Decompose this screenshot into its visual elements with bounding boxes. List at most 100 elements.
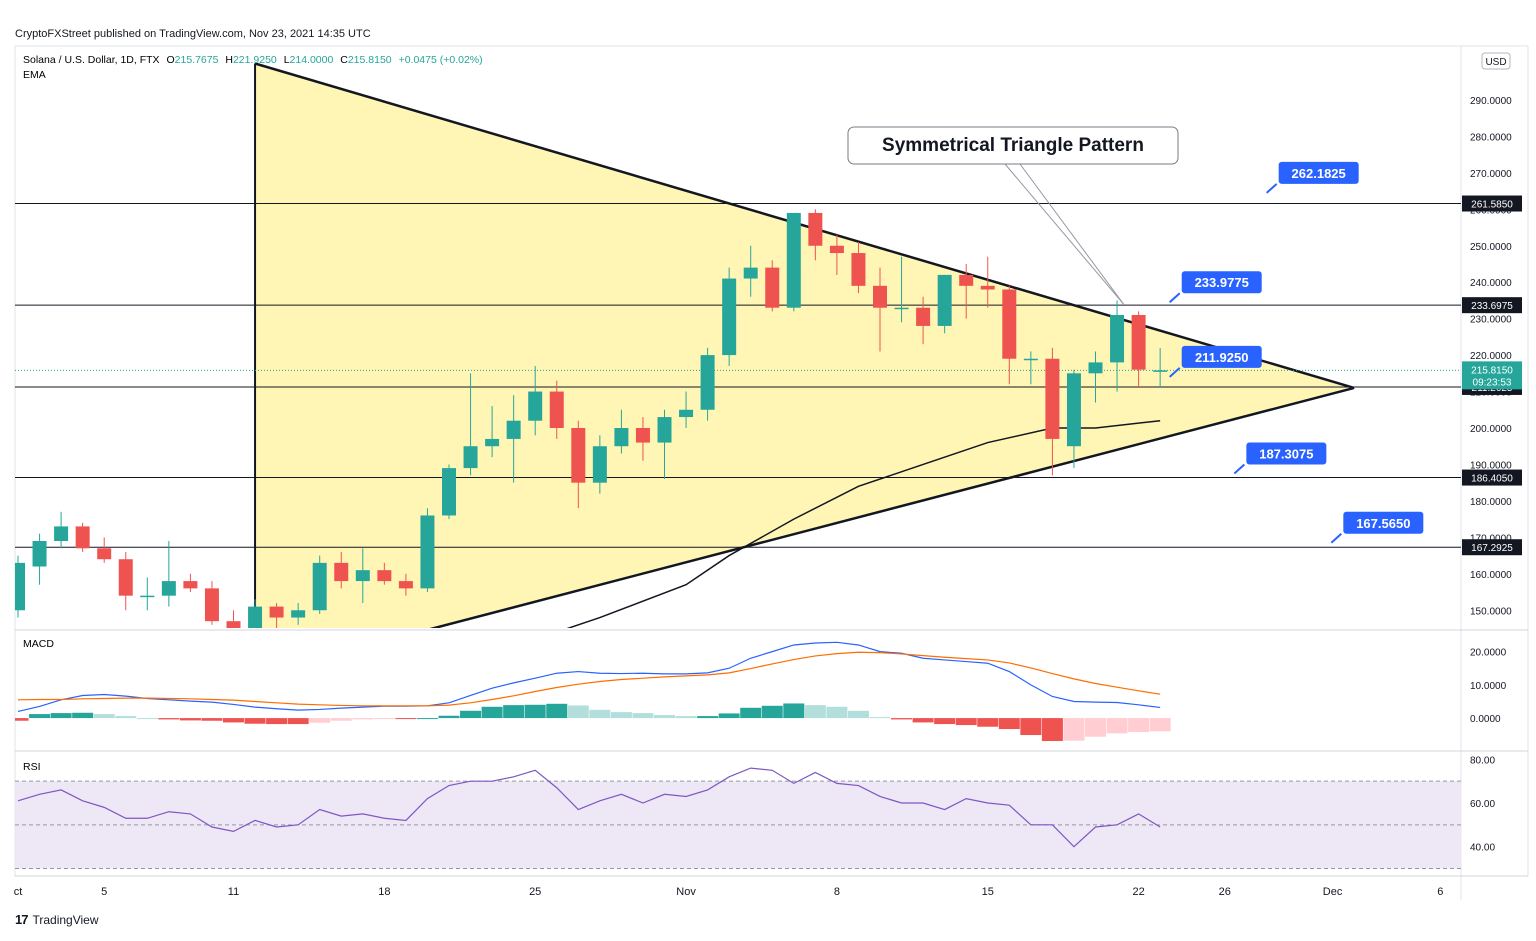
macd-pane[interactable] <box>8 641 1171 742</box>
candle-body-30[interactable] <box>657 417 672 443</box>
callout-box-1[interactable] <box>1181 271 1262 294</box>
time-tick-3: 18 <box>378 886 390 898</box>
candle-body-26[interactable] <box>571 428 586 483</box>
close-value: 215.8150 <box>348 54 392 66</box>
candle-body-15[interactable] <box>334 562 349 582</box>
candle-body-31[interactable] <box>679 409 694 418</box>
candle-body-28[interactable] <box>614 428 629 447</box>
macd-tick-0: 20.0000 <box>1470 648 1507 659</box>
candle-body-18[interactable] <box>398 581 413 589</box>
level-badge-label-3: 186.4050 <box>1471 474 1513 485</box>
candle-body-53[interactable] <box>1153 370 1168 372</box>
currency-badge[interactable] <box>1481 52 1511 70</box>
macd-bar-51 <box>1106 718 1128 734</box>
candle-body-4[interactable] <box>97 548 112 560</box>
macd-bar-18 <box>395 718 417 720</box>
candle-body-19[interactable] <box>420 515 435 589</box>
candle-body-51[interactable] <box>1110 315 1125 363</box>
price-pane[interactable]: 262.1825 233.9775 211.9250 187.3075 167.5650… <box>11 62 1461 675</box>
rsi-axis: 80.00 60.00 40.00 <box>1470 755 1495 853</box>
candle-body-45[interactable] <box>980 285 995 290</box>
candle-body-52[interactable] <box>1131 315 1146 370</box>
candle-body-34[interactable] <box>743 267 758 279</box>
candle-body-13[interactable] <box>291 610 306 618</box>
macd-bar-14 <box>309 718 331 723</box>
rsi-pane[interactable] <box>15 767 1461 869</box>
candle-body-10[interactable] <box>226 621 241 632</box>
callout-pointer-3 <box>1233 463 1246 475</box>
macd-line <box>17 641 1161 713</box>
macd-bar-33 <box>718 713 740 719</box>
rsi-legend[interactable]: RSI <box>23 761 41 773</box>
candle-body-16[interactable] <box>355 570 370 582</box>
candle-body-17[interactable] <box>377 570 392 582</box>
candle-body-0[interactable] <box>11 562 25 611</box>
candle-body-25[interactable] <box>549 391 564 428</box>
price-axis[interactable]: 150.0000 160.0000 170.0000 180.0000 190.0000… <box>1470 96 1512 617</box>
candle-body-24[interactable] <box>528 391 543 421</box>
candle-body-43[interactable] <box>937 274 952 326</box>
candle-body-12[interactable] <box>269 606 284 618</box>
candle-body-11[interactable] <box>248 606 263 633</box>
macd-legend[interactable]: MACD <box>23 638 54 650</box>
annotation-text: Symmetrical Triangle Pattern <box>882 135 1144 156</box>
time-axis[interactable]: ct 5 11 18 25 Nov 8 15 22 26 Dec 6 <box>14 886 1444 898</box>
macd-bar-16 <box>352 718 374 720</box>
candle-body-7[interactable] <box>161 581 176 596</box>
candle-body-33[interactable] <box>722 278 737 356</box>
candle-body-8[interactable] <box>183 581 198 589</box>
symbol-legend[interactable]: Solana / U.S. Dollar, 1D, FTX O215.7675 … <box>23 54 483 66</box>
candle-body-35[interactable] <box>765 267 780 308</box>
candle-body-50[interactable] <box>1088 362 1103 374</box>
callout-box-2[interactable] <box>1181 345 1262 368</box>
triangle-upper-trendline[interactable] <box>254 62 1355 390</box>
footer-brand[interactable]: 17 TradingView <box>15 912 99 927</box>
candlesticks[interactable] <box>11 209 1168 639</box>
candle-body-37[interactable] <box>808 212 823 246</box>
candle-body-5[interactable] <box>118 559 133 596</box>
annotation-box[interactable] <box>847 126 1179 165</box>
candle-body-20[interactable] <box>442 468 456 516</box>
pattern-annotation[interactable]: Symmetrical Triangle Pattern <box>847 126 1179 305</box>
callout-box-4[interactable] <box>1343 511 1424 534</box>
ema-line[interactable] <box>449 419 1161 669</box>
candle-body-38[interactable] <box>829 245 844 254</box>
candle-body-6[interactable] <box>140 595 155 598</box>
candle-body-23[interactable] <box>506 420 521 439</box>
candle-body-48[interactable] <box>1045 358 1060 439</box>
macd-bar-49 <box>1063 718 1085 741</box>
candle-body-14[interactable] <box>312 562 327 611</box>
candle-body-47[interactable] <box>1023 358 1038 361</box>
candle-body-40[interactable] <box>873 285 887 308</box>
candle-body-2[interactable] <box>54 526 69 541</box>
macd-bar-36 <box>783 703 805 719</box>
triangle-lower-trendline[interactable] <box>363 386 1355 647</box>
candle-body-46[interactable] <box>1002 289 1017 359</box>
macd-bar-26 <box>567 705 589 719</box>
candle-body-27[interactable] <box>592 446 607 483</box>
candle-body-42[interactable] <box>916 307 931 326</box>
candle-body-22[interactable] <box>485 438 500 447</box>
candle-body-39[interactable] <box>851 253 866 286</box>
callout-box-3[interactable] <box>1246 442 1327 465</box>
macd-bar-50 <box>1085 718 1106 737</box>
macd-bar-45 <box>977 718 999 727</box>
macd-bar-22 <box>481 706 503 719</box>
candle-body-36[interactable] <box>786 212 801 308</box>
price-callouts[interactable]: 262.1825 233.9775 211.9250 187.3075 167.5650 <box>1169 161 1424 544</box>
candle-body-41[interactable] <box>894 307 909 310</box>
ema-legend[interactable]: EMA <box>23 69 46 81</box>
candle-body-44[interactable] <box>959 274 974 286</box>
macd-tick-2: 0.0000 <box>1470 714 1501 725</box>
candle-body-3[interactable] <box>75 526 90 549</box>
candle-body-1[interactable] <box>32 540 47 567</box>
candle-body-29[interactable] <box>635 428 650 443</box>
last-price-badge <box>1462 361 1522 390</box>
candle-body-9[interactable] <box>204 588 219 622</box>
candle-body-21[interactable] <box>463 446 478 469</box>
callout-box-0[interactable] <box>1278 161 1359 184</box>
macd-bar-43 <box>934 718 956 725</box>
candle-body-32[interactable] <box>700 355 715 410</box>
candle-body-49[interactable] <box>1066 373 1081 447</box>
